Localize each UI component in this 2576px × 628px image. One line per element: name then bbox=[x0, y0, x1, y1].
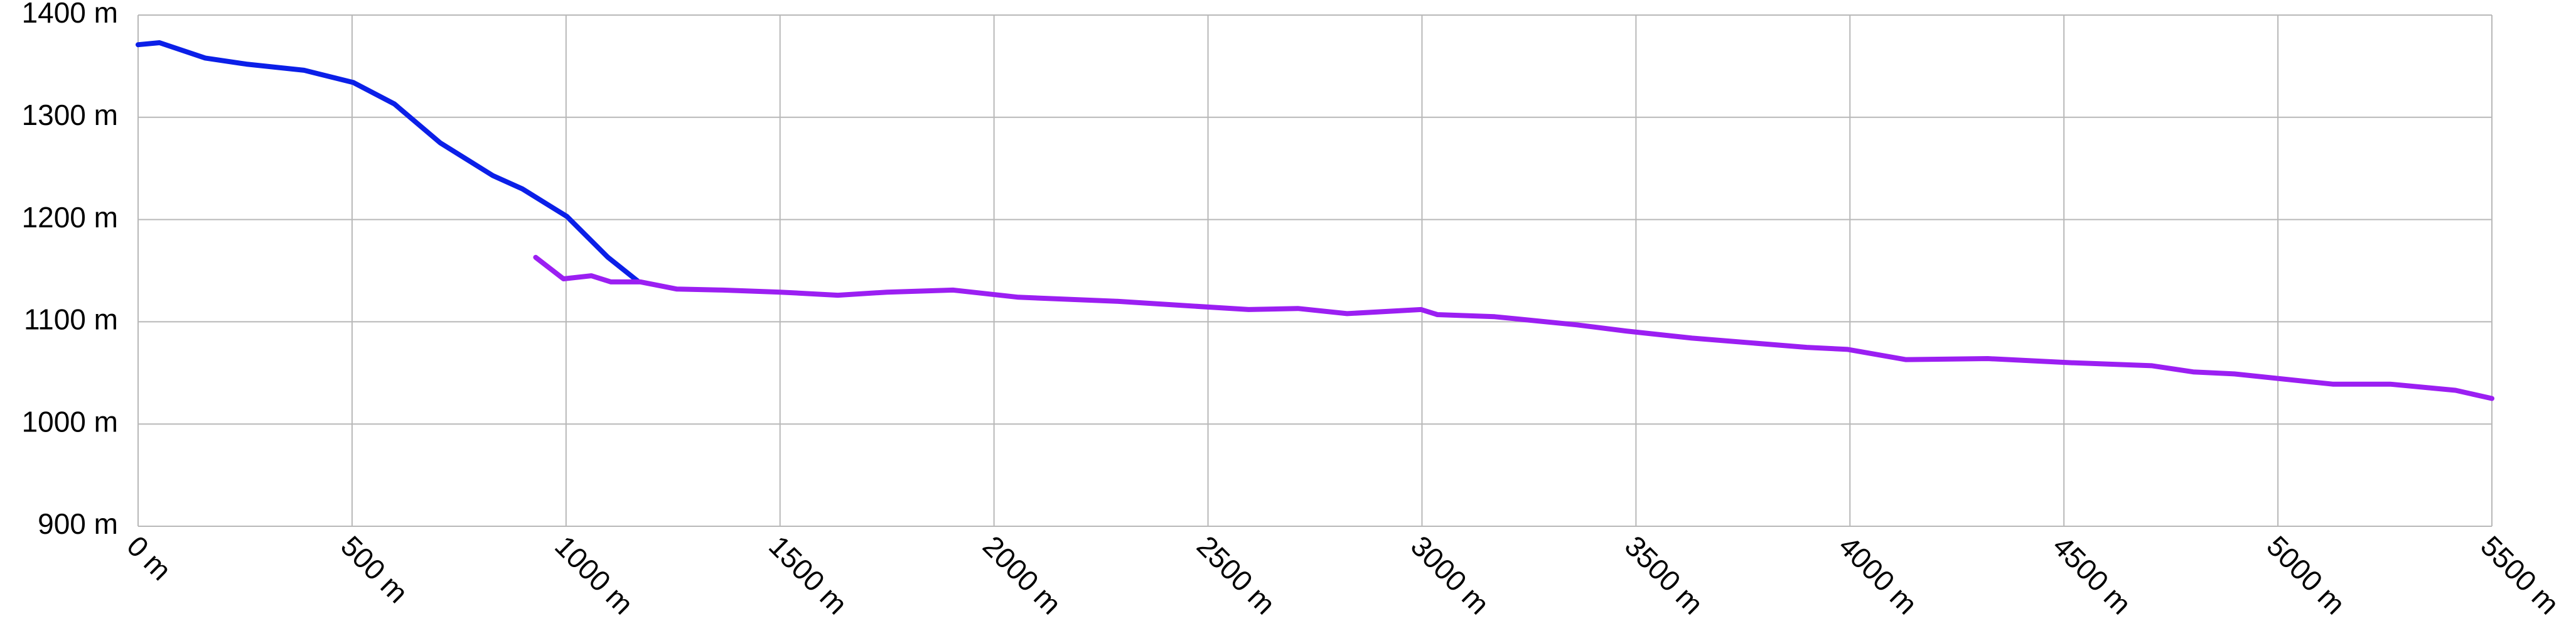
x-tick-label: 4500 m bbox=[2047, 529, 2138, 620]
x-tick-label: 500 m bbox=[335, 529, 414, 609]
x-tick-label: 4000 m bbox=[1833, 529, 1924, 620]
y-tick-label: 1400 m bbox=[22, 0, 118, 29]
y-tick-label: 1000 m bbox=[22, 405, 118, 438]
y-tick-label: 1100 m bbox=[24, 303, 118, 336]
x-tick-label: 3500 m bbox=[1619, 529, 1710, 620]
x-tick-label: 0 m bbox=[121, 529, 178, 587]
y-tick-label: 1200 m bbox=[22, 201, 118, 234]
y-tick-label: 900 m bbox=[38, 507, 118, 540]
elevation-line bbox=[136, 40, 640, 284]
x-tick-label: 5000 m bbox=[2260, 529, 2351, 620]
elevation-line bbox=[533, 254, 2494, 401]
x-tick-label: 1000 m bbox=[549, 529, 640, 620]
x-tick-label: 2500 m bbox=[1191, 529, 1282, 620]
y-tick-label: 1300 m bbox=[22, 99, 118, 131]
x-tick-label: 5500 m bbox=[2474, 529, 2565, 620]
x-tick-label: 1500 m bbox=[763, 529, 854, 620]
x-tick-label: 2000 m bbox=[977, 529, 1068, 620]
x-tick-label: 3000 m bbox=[1405, 529, 1496, 620]
